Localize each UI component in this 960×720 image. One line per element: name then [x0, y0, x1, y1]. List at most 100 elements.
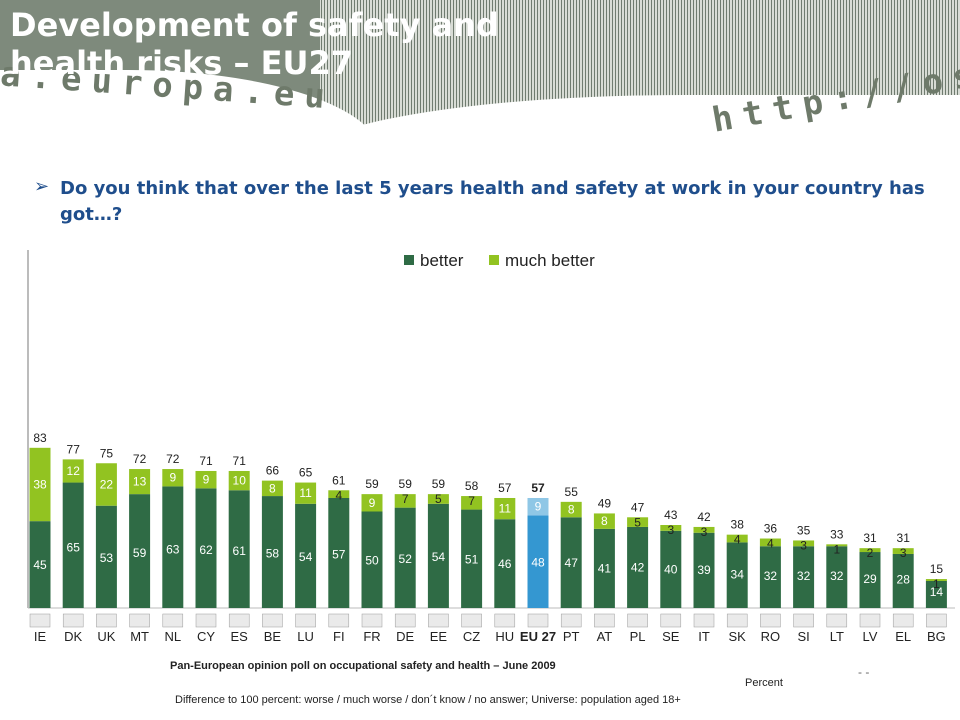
- category-label: PT: [563, 629, 580, 644]
- bar-better: [693, 532, 715, 608]
- data-label-better: 51: [465, 553, 479, 567]
- country-flag-icon: [394, 613, 416, 628]
- data-label-total: 57: [498, 481, 512, 495]
- bar-much-better: [826, 544, 848, 547]
- bar-better: [494, 519, 516, 608]
- country-flag-icon: [162, 613, 184, 628]
- header-banner: a.europa.eu http://osha Development of s…: [0, 0, 960, 150]
- bar-much-better: [394, 494, 416, 508]
- country-flag-icon: [62, 613, 84, 628]
- source-note: Pan-European opinion poll on occupationa…: [170, 660, 556, 672]
- data-label-much-better: 4: [734, 533, 741, 547]
- data-label-much-better: 12: [67, 464, 81, 478]
- bar-much-better: [892, 548, 914, 554]
- country-flag-icon: [428, 613, 449, 628]
- data-label-much-better: 8: [269, 481, 276, 495]
- data-label-total: 65: [299, 466, 313, 480]
- bar-better: [228, 490, 250, 608]
- data-label-much-better: 1: [933, 577, 940, 591]
- data-label-total: 72: [166, 452, 180, 466]
- category-label: UK: [97, 629, 115, 644]
- bar-much-better: [726, 534, 748, 543]
- country-flag-icon: [627, 613, 648, 628]
- data-label-much-better: 3: [900, 546, 907, 560]
- bar-better: [826, 546, 848, 608]
- data-label-total: 71: [233, 454, 247, 468]
- data-label-better: 28: [897, 573, 911, 587]
- category-label: EU 27: [520, 629, 556, 644]
- country-flag-icon: [926, 613, 947, 628]
- data-label-much-better: 4: [767, 537, 774, 551]
- data-label-total: 49: [598, 496, 612, 510]
- bar-much-better: [228, 470, 250, 491]
- legend-label-better: better: [420, 251, 464, 270]
- data-label-better: 57: [332, 547, 346, 561]
- data-label-better: 41: [598, 561, 612, 575]
- category-label: EL: [895, 629, 911, 644]
- bar-much-better: [95, 463, 117, 506]
- bar-much-better: [261, 480, 283, 497]
- country-flag-icon: [328, 613, 350, 628]
- category-label: AT: [597, 629, 613, 644]
- data-label-better: 42: [631, 561, 645, 575]
- unit-label: Percent: [745, 677, 783, 689]
- bar-much-better: [29, 447, 51, 522]
- country-flag-icon: [892, 613, 914, 628]
- bar-much-better: [660, 525, 682, 531]
- data-label-better: 45: [33, 558, 47, 572]
- data-label-much-better: 10: [233, 474, 247, 488]
- bar-better: [560, 517, 582, 608]
- data-label-total: 47: [631, 500, 645, 514]
- data-label-much-better: 5: [634, 515, 641, 529]
- bar-better: [859, 552, 881, 608]
- bar-better: [793, 546, 815, 608]
- data-label-much-better: 4: [335, 488, 342, 502]
- bar-much-better: [925, 579, 947, 581]
- data-label-better: 63: [166, 542, 180, 556]
- bar-better: [925, 580, 947, 608]
- country-flag-icon: [29, 613, 51, 628]
- data-label-better: 58: [266, 547, 280, 561]
- category-label: LV: [863, 629, 878, 644]
- country-flag-icon: [129, 613, 150, 628]
- category-label: FR: [363, 629, 380, 644]
- country-flag-icon: [726, 613, 748, 628]
- data-label-total: 38: [731, 518, 745, 532]
- category-label: FI: [333, 629, 345, 644]
- category-label: PL: [630, 629, 646, 644]
- data-label-better: 46: [498, 557, 512, 571]
- data-label-better: 50: [365, 554, 379, 568]
- data-label-much-better: 22: [100, 477, 114, 491]
- country-flag-icon: [228, 613, 250, 628]
- data-label-much-better: 13: [133, 475, 147, 489]
- data-label-much-better: 8: [568, 503, 575, 517]
- bar-much-better: [494, 497, 516, 520]
- bar-better: [461, 509, 483, 608]
- footnote: Difference to 100 percent: worse / much …: [175, 694, 681, 706]
- data-label-much-better: 9: [535, 500, 542, 514]
- data-label-total: 35: [797, 523, 811, 537]
- category-label: CY: [197, 629, 215, 644]
- category-label: ES: [231, 629, 249, 644]
- country-flag-icon: [361, 613, 383, 628]
- data-label-total: 31: [863, 531, 877, 545]
- data-label-much-better: 7: [402, 492, 409, 506]
- data-label-total: 59: [399, 477, 413, 491]
- data-label-better: 61: [233, 544, 247, 558]
- data-label-total: 71: [199, 454, 213, 468]
- bar-much-better: [427, 494, 449, 504]
- bar-better: [726, 542, 748, 608]
- country-flag-icon: [195, 613, 217, 628]
- country-flag-icon: [760, 613, 781, 628]
- country-flag-icon: [859, 613, 881, 628]
- bar-better: [593, 528, 615, 608]
- data-label-total: 59: [365, 477, 379, 491]
- country-flag-icon: [693, 613, 715, 628]
- data-label-better: 48: [531, 555, 545, 569]
- country-flag-icon: [594, 613, 615, 628]
- bar-better: [261, 496, 283, 608]
- data-label-better: 32: [830, 569, 844, 583]
- data-label-better: 54: [299, 550, 313, 564]
- survey-question: Do you think that over the last 5 years …: [60, 178, 925, 225]
- data-label-better: 29: [863, 572, 877, 586]
